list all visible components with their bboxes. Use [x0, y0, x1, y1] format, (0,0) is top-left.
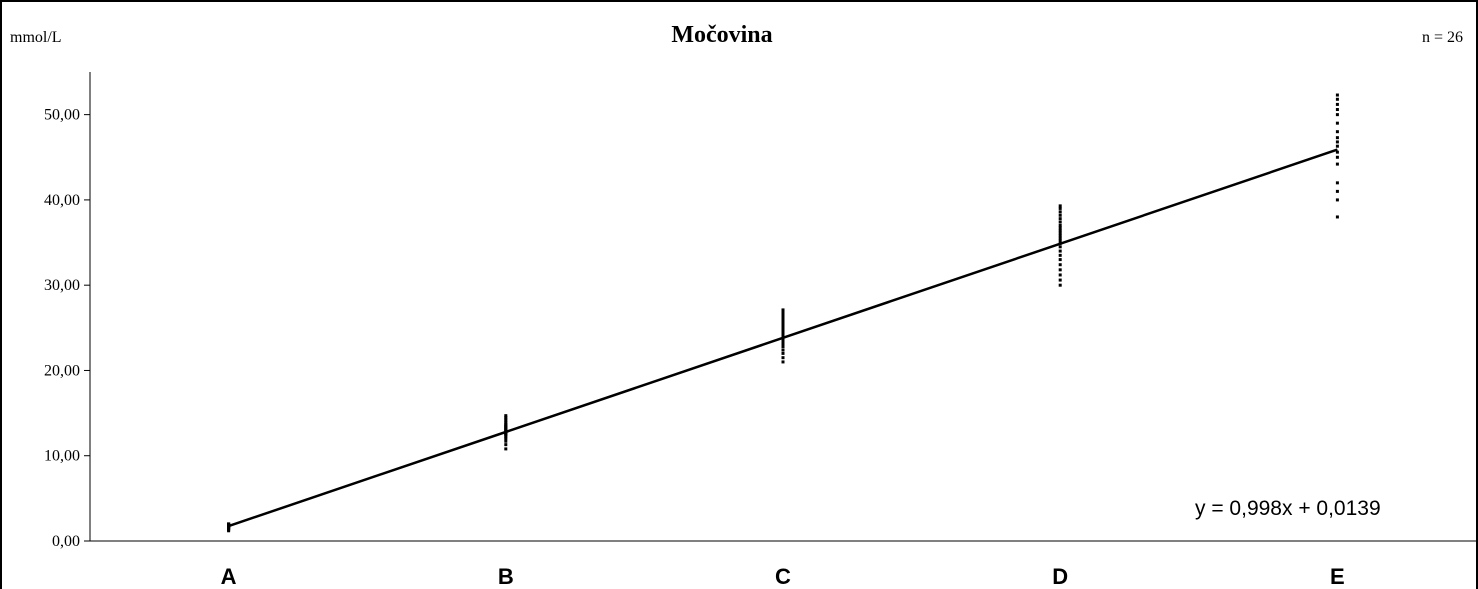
data-point — [1058, 226, 1062, 230]
data-point — [1335, 136, 1339, 140]
chart-title: Močovina — [671, 22, 772, 48]
data-point — [227, 522, 231, 526]
data-point — [504, 439, 508, 443]
data-point — [1335, 150, 1339, 154]
data-point — [1058, 245, 1062, 249]
data-point — [781, 339, 785, 343]
data-point — [1335, 155, 1339, 159]
y-tick-label: 50,00 — [44, 107, 80, 124]
data-point — [1335, 97, 1339, 101]
data-point — [781, 329, 785, 333]
x-category-label: D — [1052, 564, 1068, 589]
data-point — [1058, 253, 1062, 257]
y-tick-label: 20,00 — [44, 362, 80, 379]
y-tick-label: 0,00 — [52, 533, 80, 550]
data-point — [1058, 206, 1062, 210]
data-point — [1335, 144, 1339, 148]
data-point — [1058, 241, 1062, 245]
data-point — [781, 316, 785, 320]
data-point — [1335, 181, 1339, 185]
data-point — [504, 447, 508, 451]
data-point — [781, 333, 785, 337]
x-category-label: C — [775, 564, 791, 589]
data-point — [504, 414, 508, 418]
data-point — [781, 336, 785, 340]
data-point — [1058, 210, 1062, 214]
data-point — [781, 360, 785, 364]
data-point — [1058, 229, 1062, 233]
data-point — [1058, 273, 1062, 277]
data-point — [1335, 130, 1339, 134]
data-point — [1335, 140, 1339, 144]
data-point — [1058, 239, 1062, 243]
y-tick-label: 40,00 — [44, 192, 80, 209]
data-point — [781, 326, 785, 330]
data-point — [781, 321, 785, 325]
data-point — [504, 419, 508, 423]
data-point — [1058, 268, 1062, 272]
data-point — [504, 415, 508, 419]
y-tick-label: 10,00 — [44, 448, 80, 465]
data-point — [1058, 249, 1062, 253]
data-point — [781, 345, 785, 349]
data-point — [1058, 231, 1062, 235]
data-point — [781, 331, 785, 335]
data-point — [781, 351, 785, 355]
data-point — [1335, 198, 1339, 202]
data-point — [1058, 283, 1062, 287]
data-point — [781, 328, 785, 332]
data-point — [504, 422, 508, 426]
data-point — [781, 310, 785, 314]
data-point — [1058, 204, 1062, 208]
data-point — [781, 342, 785, 346]
data-point — [504, 437, 508, 441]
data-point — [781, 348, 785, 352]
data-point — [1335, 162, 1339, 166]
x-category-label: A — [221, 564, 237, 589]
data-point — [1335, 189, 1339, 193]
data-point — [504, 443, 508, 447]
data-point — [1058, 258, 1062, 262]
data-point — [1058, 217, 1062, 221]
data-point — [781, 313, 785, 317]
data-point — [1058, 234, 1062, 238]
data-point — [504, 420, 508, 424]
data-point — [781, 308, 785, 312]
data-point — [1335, 215, 1339, 219]
data-point — [504, 417, 508, 421]
n-label: n = 26 — [1422, 29, 1463, 46]
data-point — [781, 356, 785, 360]
data-point — [1058, 278, 1062, 282]
data-point — [1335, 102, 1339, 106]
data-point — [1335, 113, 1339, 117]
data-point — [781, 334, 785, 338]
x-category-label: E — [1330, 564, 1345, 589]
x-category-label: B — [498, 564, 514, 589]
data-point — [781, 323, 785, 327]
data-point — [1335, 121, 1339, 125]
data-point — [1058, 263, 1062, 267]
data-point — [1058, 236, 1062, 240]
trendline-equation: y = 0,998x + 0,0139 — [1195, 497, 1381, 520]
data-point — [1058, 213, 1062, 217]
data-point — [1058, 220, 1062, 224]
unit-label: mmol/L — [10, 29, 62, 46]
data-point — [1335, 93, 1339, 97]
data-point — [1058, 223, 1062, 227]
y-tick-label: 30,00 — [44, 277, 80, 294]
data-point — [781, 318, 785, 322]
data-point — [1335, 108, 1339, 112]
data-point — [781, 338, 785, 342]
data-point — [504, 435, 508, 439]
